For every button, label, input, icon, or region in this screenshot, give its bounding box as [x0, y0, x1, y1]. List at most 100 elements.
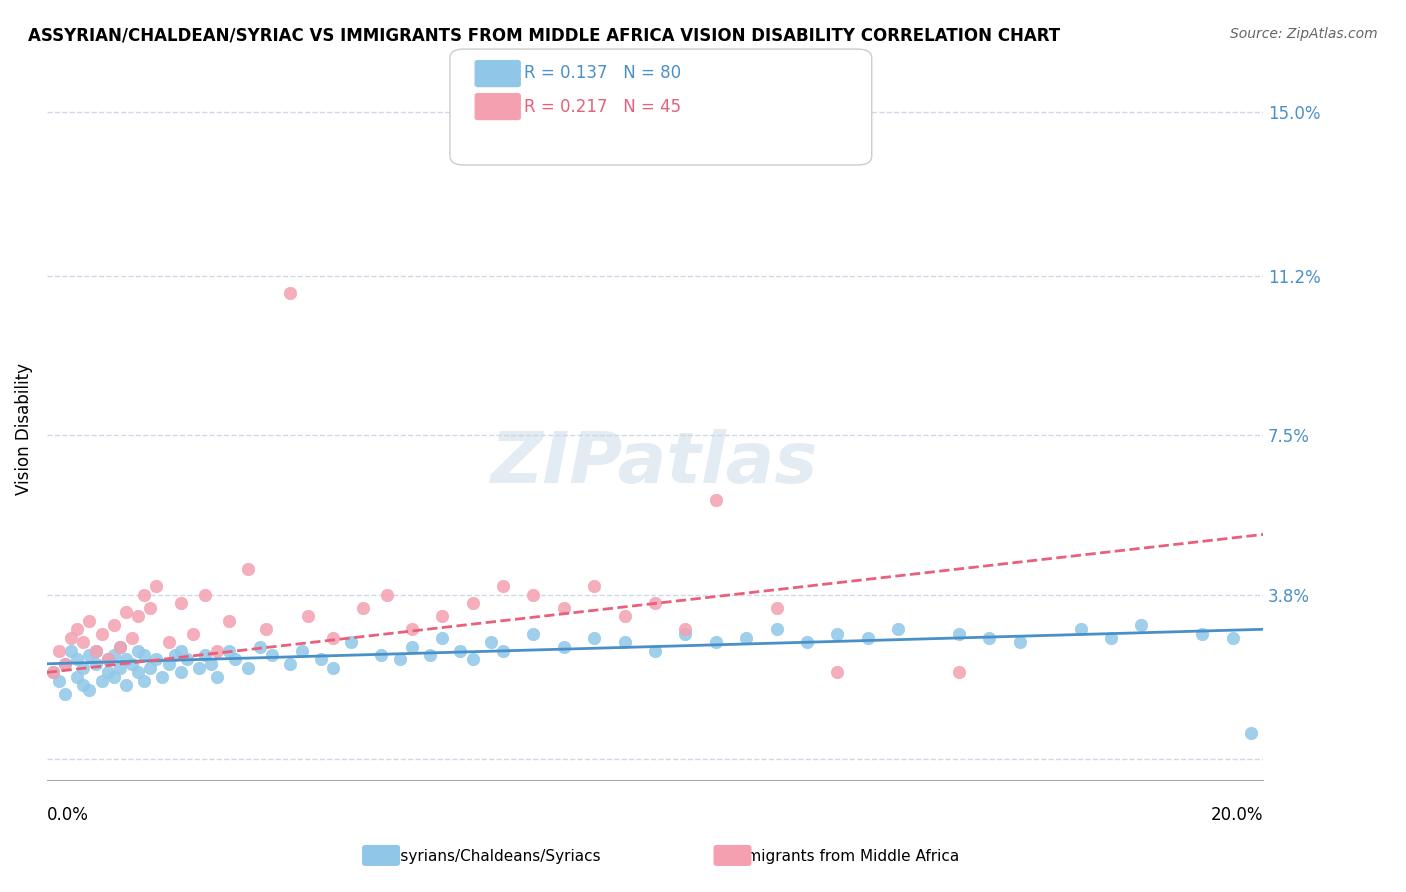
Point: [765, 622, 787, 636]
Point: [1008, 635, 1031, 649]
Point: [108, 661, 131, 675]
Point: [827, 626, 849, 640]
Point: [796, 635, 818, 649]
Point: [297, 609, 319, 624]
Point: [249, 640, 271, 654]
Point: [322, 631, 344, 645]
Point: [291, 644, 314, 658]
Point: [644, 644, 666, 658]
Point: [194, 588, 217, 602]
Point: [84, 644, 107, 658]
Point: [1191, 626, 1213, 640]
Point: [163, 648, 186, 662]
Point: [79, 682, 101, 697]
Point: [704, 492, 727, 507]
Point: [157, 657, 180, 671]
Point: [108, 640, 131, 654]
Point: [309, 652, 332, 666]
Point: [152, 670, 174, 684]
Point: [827, 665, 849, 680]
Point: [157, 635, 180, 649]
Point: [218, 614, 240, 628]
Point: [322, 661, 344, 675]
Point: [72, 678, 94, 692]
Point: [673, 626, 696, 640]
Point: [430, 609, 453, 624]
Point: [205, 670, 228, 684]
Point: [90, 626, 112, 640]
Point: [66, 670, 89, 684]
Point: [1099, 631, 1122, 645]
Point: [48, 673, 70, 688]
Text: Immigrants from Middle Africa: Immigrants from Middle Africa: [727, 849, 960, 863]
Point: [121, 631, 143, 645]
Point: [42, 665, 65, 680]
Point: [236, 562, 259, 576]
Point: [139, 661, 162, 675]
Point: [887, 622, 910, 636]
Point: [388, 652, 411, 666]
Point: [522, 588, 544, 602]
Point: [401, 622, 423, 636]
Point: [401, 640, 423, 654]
Point: [72, 635, 94, 649]
Point: [60, 644, 83, 658]
Point: [84, 644, 107, 658]
Point: [84, 657, 107, 671]
Point: [121, 657, 143, 671]
Point: [218, 644, 240, 658]
Point: [108, 640, 131, 654]
Point: [765, 600, 787, 615]
Point: [236, 661, 259, 675]
Point: [134, 673, 156, 688]
Point: [53, 657, 76, 671]
Point: [583, 631, 606, 645]
Point: [948, 626, 970, 640]
Point: [79, 648, 101, 662]
Point: [260, 648, 283, 662]
Point: [377, 588, 399, 602]
Point: [97, 652, 120, 666]
Point: [553, 600, 575, 615]
Text: 20.0%: 20.0%: [1211, 806, 1263, 824]
Point: [72, 661, 94, 675]
Point: [103, 670, 125, 684]
Point: [673, 622, 696, 636]
Point: [254, 622, 277, 636]
Point: [97, 652, 120, 666]
Point: [278, 285, 301, 300]
Point: [79, 614, 101, 628]
Point: [127, 665, 149, 680]
Point: [187, 661, 209, 675]
Point: [145, 579, 167, 593]
Text: ASSYRIAN/CHALDEAN/SYRIAC VS IMMIGRANTS FROM MIDDLE AFRICA VISION DISABILITY CORR: ASSYRIAN/CHALDEAN/SYRIAC VS IMMIGRANTS F…: [28, 27, 1060, 45]
Point: [492, 644, 515, 658]
Point: [461, 652, 484, 666]
Point: [370, 648, 392, 662]
Point: [103, 648, 125, 662]
Point: [53, 687, 76, 701]
Point: [194, 648, 217, 662]
Point: [60, 631, 83, 645]
Point: [583, 579, 606, 593]
Point: [127, 644, 149, 658]
Point: [103, 618, 125, 632]
Point: [169, 596, 191, 610]
Point: [176, 652, 198, 666]
Point: [613, 609, 636, 624]
Point: [340, 635, 363, 649]
Point: [181, 626, 204, 640]
Point: [145, 652, 167, 666]
Point: [979, 631, 1001, 645]
Point: [948, 665, 970, 680]
Point: [127, 609, 149, 624]
Point: [66, 622, 89, 636]
Point: [419, 648, 441, 662]
Point: [224, 652, 246, 666]
Point: [66, 652, 89, 666]
Text: 0.0%: 0.0%: [46, 806, 89, 824]
Point: [1130, 618, 1153, 632]
Point: [522, 626, 544, 640]
Point: [449, 644, 471, 658]
Point: [553, 640, 575, 654]
